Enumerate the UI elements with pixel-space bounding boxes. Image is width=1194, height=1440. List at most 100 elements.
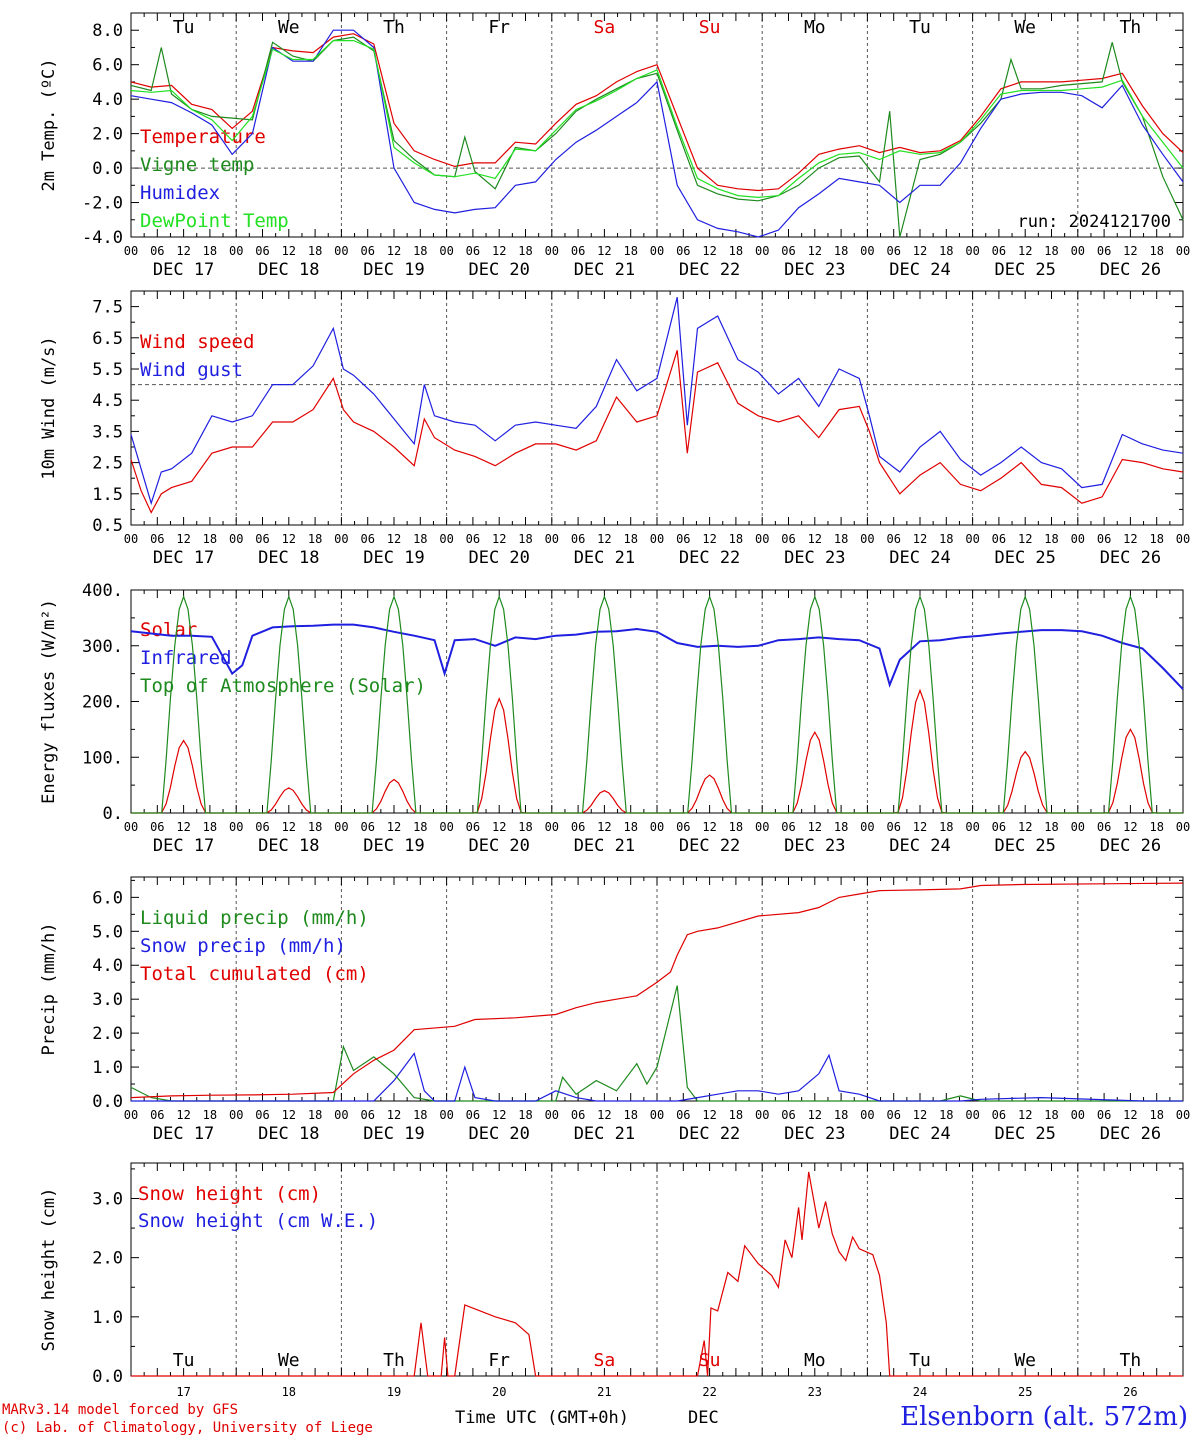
y-tick-label: 2.0 (92, 125, 123, 145)
hour-tick-label: 18 (834, 532, 848, 546)
weekday-label: Sa (594, 17, 616, 38)
hour-tick-label: 06 (150, 1108, 164, 1122)
hour-tick-label: 12 (1123, 820, 1137, 834)
y-tick-label: 100. (82, 748, 123, 768)
hour-tick-label: 18 (308, 532, 322, 546)
hour-tick-label: 18 (729, 820, 743, 834)
hour-tick-label: 00 (1176, 532, 1190, 546)
hour-tick-label: 12 (808, 244, 822, 258)
hour-tick-label: 00 (439, 532, 453, 546)
hour-tick-label: 00 (439, 244, 453, 258)
date-label: DEC 25 (994, 260, 1055, 280)
y-tick-label: 3.0 (92, 1190, 123, 1210)
y-tick-label: 1.0 (92, 1308, 123, 1328)
hour-tick-label: 18 (939, 532, 953, 546)
hour-tick-label: 12 (176, 244, 190, 258)
date-label: DEC 19 (363, 260, 424, 280)
station-name: Elsenborn (alt. 572m) (900, 1402, 1188, 1432)
hour-tick-label: 12 (492, 532, 506, 546)
y-tick-label: 2.5 (92, 454, 123, 474)
hour-tick-label: 00 (965, 1108, 979, 1122)
hour-tick-label: 12 (492, 1108, 506, 1122)
hour-tick-label: 12 (913, 532, 927, 546)
hour-tick-label: 18 (1149, 820, 1163, 834)
weekday-label: Su (699, 1350, 721, 1371)
hour-tick-label: 00 (1176, 820, 1190, 834)
y-tick-label: 300. (82, 637, 123, 657)
weekday-label: Mo (804, 17, 826, 38)
hour-tick-label: 12 (176, 532, 190, 546)
date-label: DEC 25 (994, 1124, 1055, 1144)
hour-tick-label: 00 (439, 1108, 453, 1122)
day-number-label: 19 (387, 1385, 401, 1399)
hour-tick-label: 00 (545, 532, 559, 546)
legend-entry: Wind gust (140, 359, 243, 381)
hour-tick-label: 12 (492, 820, 506, 834)
y-axis-label: Energy fluxes (W/m²) (39, 599, 59, 804)
hour-tick-label: 00 (860, 1108, 874, 1122)
hour-tick-label: 12 (808, 1108, 822, 1122)
hour-tick-label: 00 (229, 244, 243, 258)
y-tick-label: 2.0 (92, 1249, 123, 1269)
hour-tick-label: 18 (308, 1108, 322, 1122)
date-label: DEC 20 (468, 1124, 529, 1144)
hour-tick-label: 06 (1097, 820, 1111, 834)
date-label: DEC 17 (153, 548, 214, 568)
hour-tick-label: 12 (387, 244, 401, 258)
y-tick-label: 0. (103, 804, 123, 824)
date-label: DEC 17 (153, 836, 214, 856)
hour-tick-label: 12 (282, 244, 296, 258)
legend-entry: Humidex (140, 182, 220, 204)
hour-tick-label: 00 (124, 244, 138, 258)
hour-tick-label: 18 (1149, 532, 1163, 546)
hour-tick-label: 18 (939, 1108, 953, 1122)
hour-tick-label: 18 (1044, 820, 1058, 834)
hour-tick-label: 18 (1044, 532, 1058, 546)
hour-tick-label: 18 (729, 1108, 743, 1122)
hour-tick-label: 18 (518, 244, 532, 258)
hour-tick-label: 18 (623, 820, 637, 834)
hour-tick-label: 06 (781, 820, 795, 834)
date-label: DEC 24 (889, 260, 950, 280)
legend-entry: Solar (140, 619, 197, 641)
hour-tick-label: 00 (650, 244, 664, 258)
hour-tick-label: 12 (702, 820, 716, 834)
hour-tick-label: 00 (965, 244, 979, 258)
y-tick-label: 3.5 (92, 422, 123, 442)
hour-tick-label: 18 (413, 244, 427, 258)
hour-tick-label: 18 (729, 532, 743, 546)
hour-tick-label: 06 (150, 820, 164, 834)
y-tick-label: 0.0 (92, 1367, 123, 1387)
hour-tick-label: 06 (992, 1108, 1006, 1122)
hour-tick-label: 06 (676, 532, 690, 546)
hour-tick-label: 12 (1018, 1108, 1032, 1122)
hour-tick-label: 00 (1071, 820, 1085, 834)
hour-tick-label: 00 (755, 1108, 769, 1122)
hour-tick-label: 18 (623, 244, 637, 258)
legend-entry: DewPoint Temp (140, 210, 289, 232)
weekday-label: Tu (909, 17, 931, 38)
date-label: DEC 26 (1100, 548, 1161, 568)
date-label: DEC 17 (153, 1124, 214, 1144)
hour-tick-label: 12 (913, 1108, 927, 1122)
hour-tick-label: 00 (755, 532, 769, 546)
hour-tick-label: 12 (1018, 244, 1032, 258)
hour-tick-label: 12 (1123, 244, 1137, 258)
hour-tick-label: 00 (1071, 532, 1085, 546)
hour-tick-label: 18 (834, 820, 848, 834)
weekday-label: Th (1120, 1350, 1142, 1371)
date-label: DEC 21 (574, 836, 635, 856)
hour-tick-label: 00 (965, 820, 979, 834)
hour-tick-label: 06 (466, 532, 480, 546)
weekday-label: We (1014, 1350, 1036, 1371)
date-label: DEC 18 (258, 260, 319, 280)
hour-tick-label: 18 (308, 244, 322, 258)
hour-tick-label: 00 (860, 244, 874, 258)
legend-entry: Snow precip (mm/h) (140, 935, 346, 957)
hour-tick-label: 18 (203, 1108, 217, 1122)
hour-tick-label: 18 (729, 244, 743, 258)
date-label: DEC 23 (784, 548, 845, 568)
x-axis-title-suffix: DEC (688, 1408, 719, 1428)
day-number-label: 25 (1018, 1385, 1032, 1399)
